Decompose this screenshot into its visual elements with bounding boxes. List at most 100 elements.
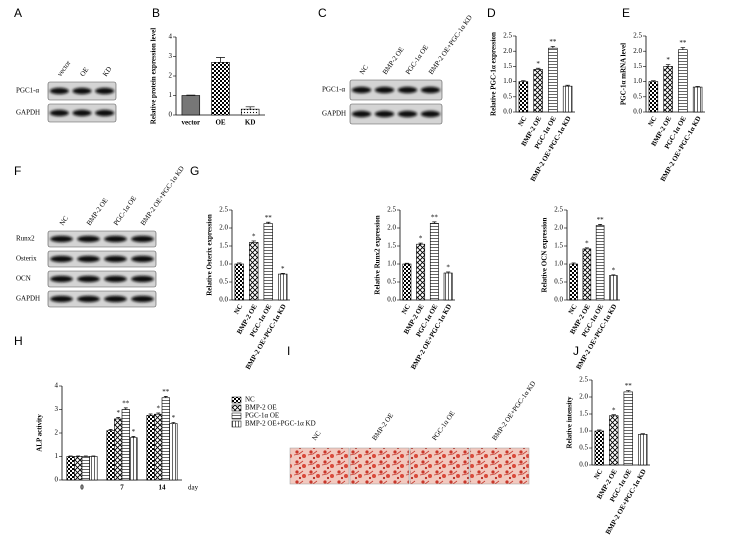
stain-image xyxy=(289,447,350,485)
band xyxy=(131,275,154,283)
bar xyxy=(89,456,98,481)
x-tick-label: NC xyxy=(400,303,412,316)
y-tick-label: 2.5 xyxy=(579,376,588,384)
error-bar xyxy=(640,433,645,435)
error-bar xyxy=(216,57,225,63)
panel-letter: D xyxy=(487,6,496,20)
bar xyxy=(594,430,604,466)
error-bar xyxy=(251,240,256,243)
lane-label: NC xyxy=(358,63,370,76)
error-bar xyxy=(584,247,589,249)
panel-letter: B xyxy=(152,6,160,20)
y-tick-label: 2.5 xyxy=(554,206,563,214)
lane-label: NC xyxy=(58,214,70,227)
bar xyxy=(443,272,453,301)
bar xyxy=(429,223,439,301)
panel-letter: F xyxy=(14,164,21,178)
y-axis-label: Relative OCN expression xyxy=(541,217,549,292)
bar xyxy=(595,225,605,301)
band xyxy=(131,235,154,243)
x-tick-label: OE xyxy=(215,119,225,127)
error-bar xyxy=(665,64,671,67)
significance: * xyxy=(116,409,120,417)
y-tick-label: 0 xyxy=(169,111,173,119)
error-bar xyxy=(597,429,602,431)
stain-image xyxy=(409,447,470,485)
significance: ** xyxy=(162,388,170,396)
bar xyxy=(161,397,170,481)
bar xyxy=(678,49,688,113)
error-bar xyxy=(598,224,603,226)
y-tick-label: 2.0 xyxy=(633,47,642,55)
x-tick-label: 14 xyxy=(159,484,167,492)
row-label: GAPDH xyxy=(322,110,346,118)
y-tick-label: 1.5 xyxy=(633,62,642,70)
band xyxy=(77,255,100,263)
band xyxy=(131,255,154,263)
band xyxy=(50,255,73,263)
x-tick-label: NC xyxy=(647,115,659,128)
band xyxy=(420,110,441,118)
y-tick-label: 0.0 xyxy=(387,296,396,304)
panel-letter: I xyxy=(287,344,290,358)
y-tick-label: 2.0 xyxy=(219,224,228,232)
y-tick-label: 1.5 xyxy=(219,242,228,250)
y-axis-label: Relative Runx2 expression xyxy=(374,215,382,294)
lane-label: BMP-2 OE xyxy=(85,197,110,228)
blot-strip xyxy=(47,290,157,308)
lane-label: BMP-2 OE+PGC-1α KD xyxy=(139,165,186,227)
band xyxy=(72,109,92,117)
y-tick-label: 3 xyxy=(169,52,173,60)
y-tick-label: 2.5 xyxy=(633,32,642,40)
y-tick-label: 0.5 xyxy=(554,278,563,286)
y-tick-label: 1.5 xyxy=(503,62,512,70)
y-tick-label: 0.0 xyxy=(554,296,563,304)
bar xyxy=(181,95,201,116)
error-bar xyxy=(163,395,168,398)
error-bar xyxy=(611,274,616,276)
error-bar xyxy=(108,429,113,431)
y-tick-label: 1.0 xyxy=(503,77,512,85)
stain-image xyxy=(469,447,530,485)
error-bar xyxy=(404,262,409,264)
lane-label: NC xyxy=(310,429,322,442)
band xyxy=(95,87,115,95)
bar xyxy=(548,47,558,113)
y-tick-label: 0.5 xyxy=(219,278,228,286)
bar xyxy=(609,275,618,301)
band xyxy=(351,86,372,94)
panel-letter: A xyxy=(14,6,22,20)
x-tick-label: NC xyxy=(232,303,244,316)
bar xyxy=(114,418,123,481)
lane-label: PGC-1α OE xyxy=(430,409,456,442)
band xyxy=(50,235,73,243)
error-bar xyxy=(116,417,121,419)
band xyxy=(77,235,100,243)
y-tick-label: 0.5 xyxy=(579,444,588,452)
significance: ** xyxy=(122,399,130,407)
y-tick-label: 2 xyxy=(55,429,59,437)
bar xyxy=(154,413,163,481)
lane-label: BMP-2 OE+PGC-1α KD xyxy=(490,380,537,442)
blot-strip xyxy=(349,79,443,101)
y-tick-label: 2.0 xyxy=(503,47,512,55)
panel-letter: G xyxy=(190,164,199,178)
stain-image xyxy=(349,447,410,485)
blot-strip xyxy=(47,230,157,248)
band xyxy=(374,110,395,118)
row-label: GAPDH xyxy=(16,295,40,303)
significance: * xyxy=(666,56,670,64)
error-bar xyxy=(171,422,176,424)
y-tick-label: 1.5 xyxy=(387,242,396,250)
blot-strip xyxy=(47,270,157,288)
y-tick-label: 0.0 xyxy=(579,461,588,469)
band xyxy=(77,275,100,283)
y-tick-label: 0.5 xyxy=(503,92,512,100)
error-bar xyxy=(680,47,686,50)
bar xyxy=(146,415,155,481)
error-bar xyxy=(611,414,616,416)
bar xyxy=(569,263,578,301)
error-bar xyxy=(237,262,242,264)
error-bar xyxy=(432,221,437,224)
bar xyxy=(609,415,619,466)
